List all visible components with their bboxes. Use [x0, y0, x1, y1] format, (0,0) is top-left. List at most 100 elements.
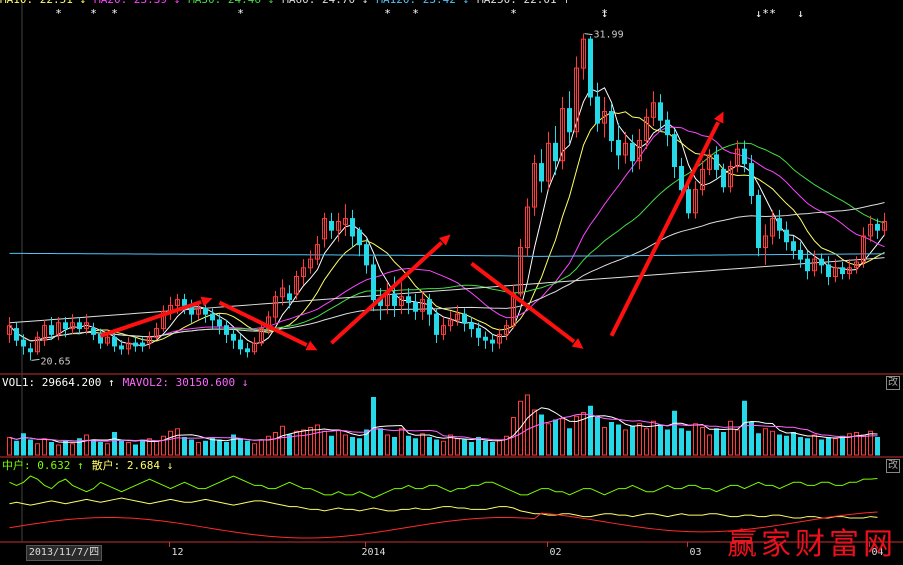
trend-arrow — [330, 241, 443, 345]
event-marker: ↓ — [755, 7, 762, 20]
volume-bar — [644, 428, 649, 456]
candle-body — [707, 154, 712, 170]
candle-body — [217, 319, 222, 327]
volume-bar — [364, 429, 369, 456]
candle-body — [280, 287, 285, 298]
candle-body — [441, 325, 446, 335]
candle-body — [252, 342, 257, 353]
volume-bar — [203, 440, 208, 456]
volume-bar — [315, 424, 320, 456]
candle-body — [91, 328, 96, 335]
candle-body — [35, 336, 40, 353]
volume-bar — [630, 425, 635, 456]
volume-bar — [77, 438, 82, 456]
volume-bar — [175, 428, 180, 456]
volume-bar — [560, 418, 565, 456]
volume-bar — [469, 442, 474, 456]
candle-body — [882, 220, 887, 231]
volume-bar — [756, 433, 761, 456]
candle-body — [294, 275, 299, 295]
candle-body — [287, 293, 292, 301]
vol-ma10-line — [9, 413, 878, 442]
candle-body — [574, 67, 579, 133]
volume-bar — [266, 435, 271, 456]
volume-bar — [70, 443, 75, 456]
volume-bar — [749, 422, 754, 456]
candle-body — [112, 336, 117, 347]
ma10-line — [9, 111, 885, 342]
event-marker: * — [762, 7, 769, 20]
volume-bar — [245, 440, 250, 456]
candle-body — [735, 148, 740, 168]
candle-body — [329, 220, 334, 231]
candle-body — [7, 325, 12, 335]
volume-bar — [462, 439, 467, 456]
candle-body — [833, 267, 838, 277]
x-tick-label: 02 — [549, 547, 561, 558]
volume-bar — [273, 432, 278, 456]
event-marker: * — [384, 7, 391, 20]
candle-body — [49, 325, 54, 335]
candle-body — [875, 223, 880, 231]
candle-body — [357, 229, 362, 246]
candle-body — [245, 348, 250, 353]
indicator-legend: 中户: 0.632 ↑ 散户: 2.684 ↓ — [2, 459, 181, 472]
candle-body — [322, 218, 327, 240]
candle-body — [630, 142, 635, 162]
volume-bar — [91, 439, 96, 456]
volume-bar — [679, 428, 684, 456]
volume-legend: VOL1: 29664.200 ↑ MAVOL2: 30150.600 ↓ — [2, 376, 256, 389]
event-marker: * — [769, 7, 776, 20]
candle-body — [147, 336, 152, 344]
candle-body — [420, 299, 425, 312]
volume-bar — [259, 439, 264, 456]
indicator-third-line — [9, 511, 878, 539]
volume-bar — [329, 435, 334, 456]
volume-bar — [840, 435, 845, 456]
volume-bar — [140, 439, 145, 456]
candle-body — [413, 302, 418, 312]
watermark-text: 赢家财富网 — [727, 527, 897, 562]
volume-bar — [497, 439, 502, 456]
volume-bar — [483, 440, 488, 456]
volume-bar — [728, 420, 733, 456]
volume-bar — [392, 437, 397, 456]
volume-bar — [581, 412, 586, 456]
volume-bar — [490, 442, 495, 456]
volume-bar — [7, 437, 12, 456]
candle-body — [602, 111, 607, 124]
volume-bar — [357, 438, 362, 456]
volume-bar — [322, 430, 327, 456]
volume-bar — [182, 437, 187, 456]
change-button[interactable]: 改 — [886, 376, 900, 390]
volume-bar — [805, 438, 810, 456]
candle-body — [14, 328, 19, 341]
volume-bar — [518, 400, 523, 456]
volume-bar — [343, 434, 348, 456]
candle-body — [567, 108, 572, 133]
candle-body — [273, 296, 278, 318]
volume-bar — [238, 438, 243, 456]
candle-body — [588, 38, 593, 98]
candle-body — [84, 322, 89, 330]
candle-body — [847, 267, 852, 275]
volume-bar — [119, 440, 124, 456]
volume-bar — [742, 400, 747, 456]
volume-bar — [686, 430, 691, 456]
volume-bar — [28, 439, 33, 456]
x-tick-label: 12 — [171, 547, 183, 558]
candle-body — [805, 258, 810, 272]
candle-body — [686, 189, 691, 214]
change-button[interactable]: 改 — [886, 459, 900, 473]
candle-body — [231, 333, 236, 341]
candle-body — [791, 241, 796, 251]
volume-legend-item: MAVOL2: 30150.600 ↓ — [122, 376, 249, 389]
candle-body — [203, 307, 208, 315]
candle-body — [518, 247, 523, 295]
volume-bar — [280, 425, 285, 456]
volume-bar — [770, 430, 775, 456]
volume-bar — [161, 435, 166, 456]
volume-bar — [875, 437, 880, 456]
volume-bar — [196, 442, 201, 456]
candle-body — [483, 336, 488, 341]
